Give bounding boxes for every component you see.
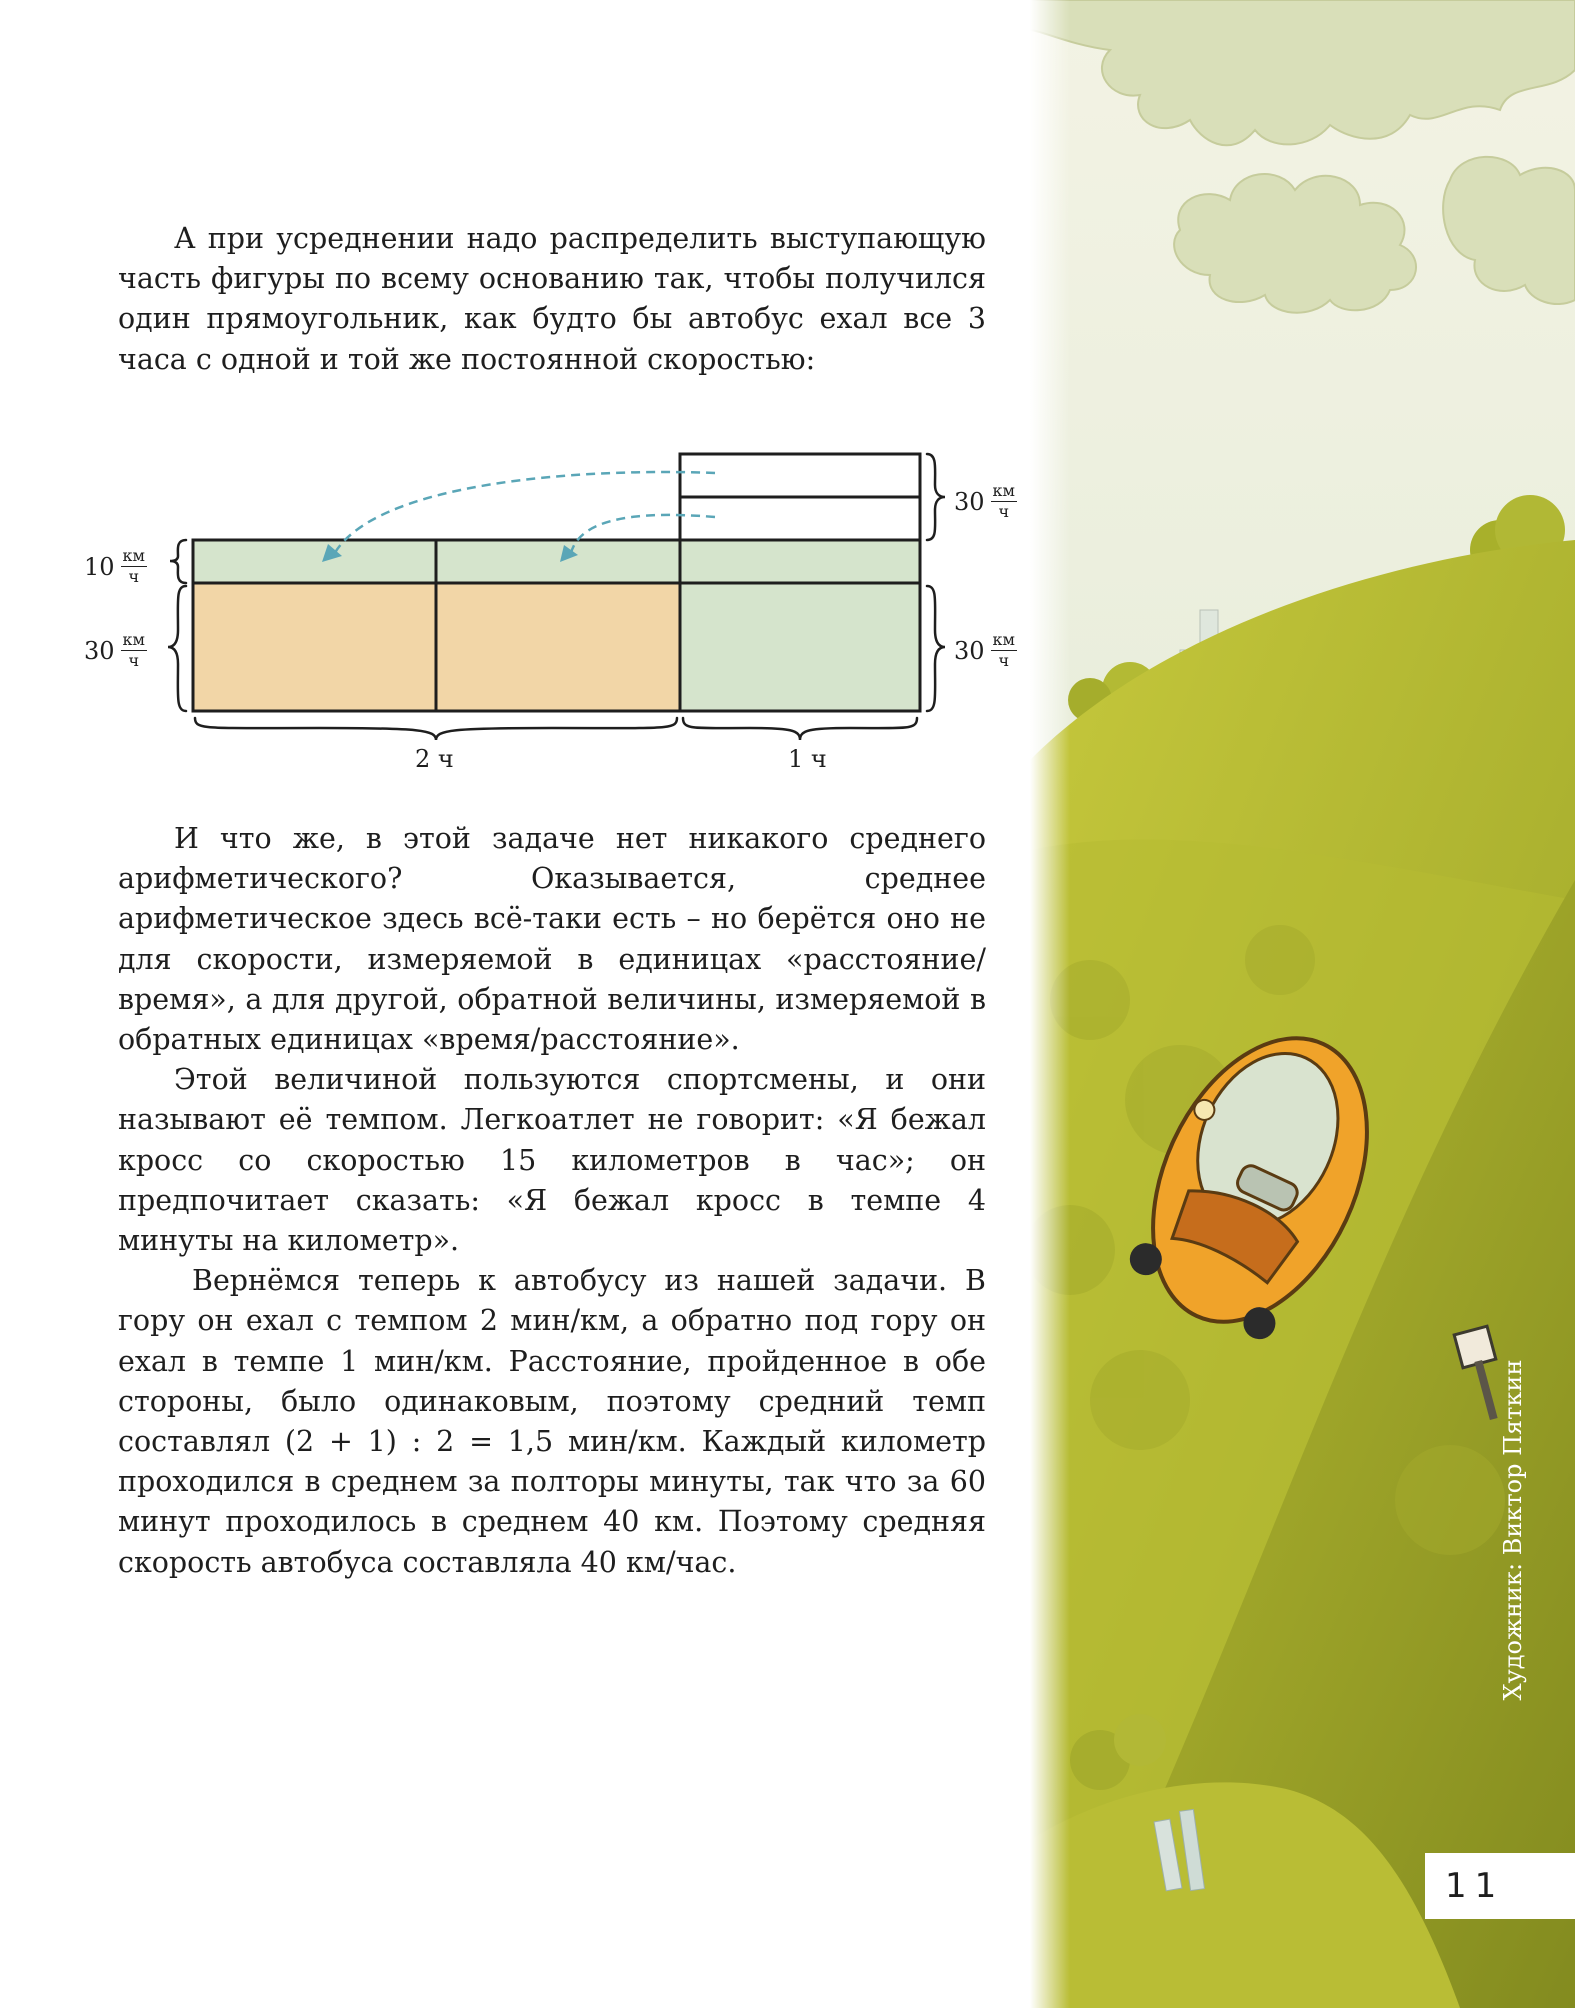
hill-lower <box>1030 1782 1460 2008</box>
body-text: И что же, в этой задаче нет никакого сре… <box>118 819 986 1583</box>
clouds <box>1030 0 1575 314</box>
label-right-bottom-value: 30 <box>954 636 985 665</box>
paragraph-bus-tempo: Вернёмся теперь к автобусу из нашей зада… <box>118 1264 986 1579</box>
label-left-top-value: 10 <box>84 552 115 581</box>
orange-block-2 <box>436 583 680 711</box>
intro-text: А при усреднении надо распределить высту… <box>118 219 986 380</box>
label-left-bottom-value: 30 <box>84 636 115 665</box>
unit-denominator: ч <box>128 651 140 670</box>
unit-denominator: ч <box>128 567 140 586</box>
unit-numerator: км <box>120 630 147 651</box>
illustration-panel <box>1030 0 1575 2008</box>
illustrator-credit: Художник: Виктор Пяткин <box>1499 1359 1527 1701</box>
white-block-second <box>680 497 920 540</box>
green-strip-middle <box>436 540 680 583</box>
green-strip-right <box>680 540 920 583</box>
unit-denominator: ч <box>998 502 1010 521</box>
unit-numerator: км <box>990 630 1017 651</box>
lower-city <box>1070 1714 1206 1892</box>
average-speed-diagram: 10 км ч 30 км ч 30 км ч 30 км ч 2 ч 1 ч <box>70 440 1050 780</box>
white-block-top <box>680 454 920 497</box>
time-label-1h: 1 ч <box>788 745 827 773</box>
arrow-top-to-left <box>330 470 716 559</box>
cartoon-car <box>1129 1036 1369 1340</box>
label-left-bottom: 30 км ч <box>84 632 147 669</box>
unit-numerator: км <box>120 546 147 567</box>
sign-post <box>1452 1324 1498 1421</box>
label-left-top: 10 км ч <box>84 548 147 585</box>
unit-denominator: ч <box>998 651 1010 670</box>
label-right-bottom: 30 км ч <box>954 632 1017 669</box>
green-block-third-hour <box>680 583 920 711</box>
orange-block-1 <box>193 583 436 711</box>
paragraph-tempo: Этой величиной пользуются спортсмены, и … <box>118 1063 986 1258</box>
page-number: 11 <box>1425 1853 1575 1919</box>
label-right-top: 30 км ч <box>954 483 1017 520</box>
time-label-2h: 2 ч <box>415 745 454 773</box>
arrow-second-to-middle <box>568 513 716 559</box>
green-strip-left <box>193 540 436 583</box>
paragraph-arithmetic-mean: И что же, в этой задаче нет никакого сре… <box>118 822 986 1057</box>
intro-paragraph: А при усреднении надо распределить высту… <box>118 222 986 376</box>
landscape-illustration <box>1030 0 1575 2008</box>
label-right-top-value: 30 <box>954 487 985 516</box>
unit-numerator: км <box>990 481 1017 502</box>
hill-slope <box>1100 880 1575 2008</box>
diagram-figure <box>167 452 946 741</box>
